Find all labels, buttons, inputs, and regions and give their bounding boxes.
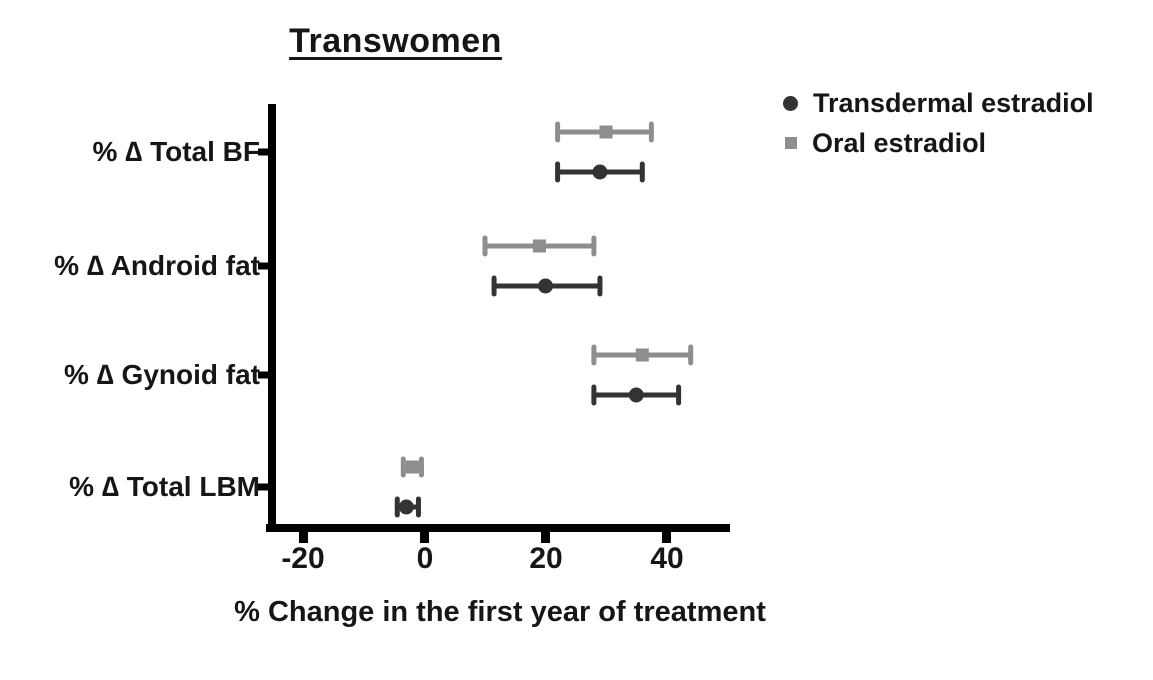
data-point-square-2: [635, 348, 649, 362]
data-point-circle-3: [398, 499, 414, 515]
legend-item-oral: Oral estradiol: [783, 126, 1094, 160]
category-label-android-fat: % ∆ Android fat: [54, 250, 260, 281]
data-point-circle-2: [628, 387, 644, 403]
chart-title: Transwomen: [289, 22, 502, 60]
category-label-total-bf: % ∆ Total BF: [92, 136, 261, 167]
x-tick-label-neg20: -20: [281, 542, 325, 575]
legend-label-oral: Oral estradiol: [812, 127, 987, 158]
circle-marker-icon: [783, 95, 798, 111]
x-tick-label-40: 40: [650, 542, 684, 575]
legend: Transdermal estradiol Oral estradiol: [783, 86, 1094, 166]
data-point-circle-1: [538, 278, 553, 294]
category-label-gynoid-fat: % ∆ Gynoid fat: [63, 359, 260, 390]
square-marker-icon: [785, 137, 797, 149]
data-point-square-0: [599, 125, 613, 139]
category-label-total-lbm: % ∆ Total LBM: [69, 471, 260, 502]
x-axis-title: % Change in the first year of treatment: [234, 596, 766, 628]
x-tick-label-0: 0: [416, 542, 434, 575]
legend-item-transdermal: Transdermal estradiol: [783, 86, 1094, 120]
x-tick-label-20: 20: [529, 542, 563, 575]
data-point-square-3: [405, 460, 419, 474]
data-point-circle-0: [592, 164, 608, 180]
data-point-square-1: [532, 239, 546, 253]
legend-label-transdermal: Transdermal estradiol: [813, 87, 1094, 118]
